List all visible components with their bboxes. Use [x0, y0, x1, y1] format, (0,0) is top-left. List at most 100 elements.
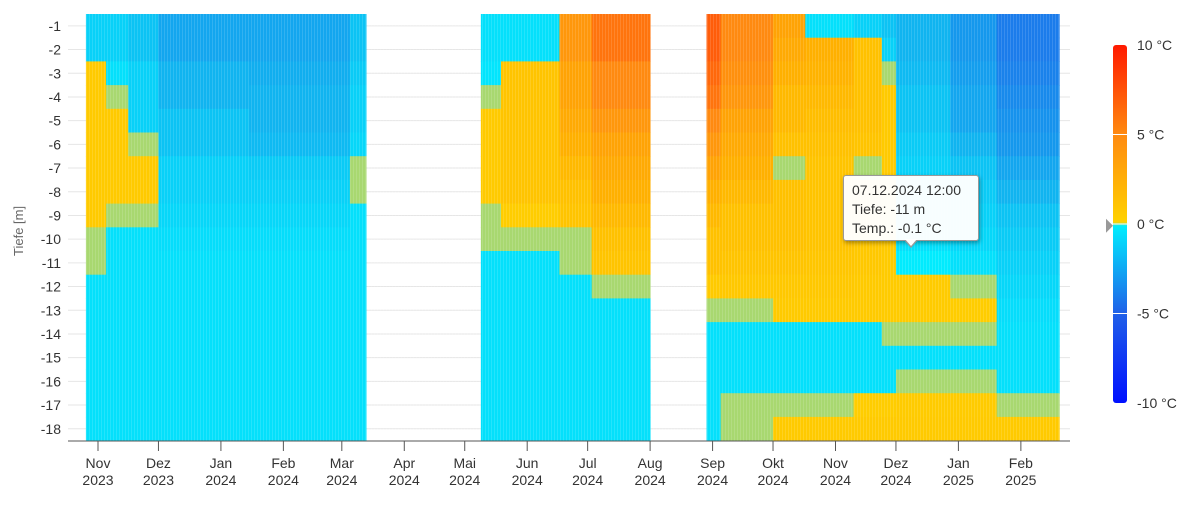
heatmap-cell[interactable]	[895, 61, 951, 86]
heatmap-cell[interactable]	[591, 14, 651, 39]
heatmap-cell[interactable]	[591, 393, 651, 418]
heatmap-cell[interactable]	[501, 251, 560, 276]
heatmap-cell[interactable]	[559, 85, 593, 110]
heatmap-cell[interactable]	[106, 416, 129, 442]
heatmap-cell[interactable]	[559, 132, 593, 157]
heatmap-cell[interactable]	[853, 345, 883, 370]
heatmap-cell[interactable]	[480, 156, 502, 181]
heatmap-cell[interactable]	[591, 179, 651, 205]
heatmap-cell[interactable]	[720, 345, 774, 370]
heatmap-cell[interactable]	[480, 85, 502, 110]
heatmap-cell[interactable]	[106, 203, 129, 228]
heatmap-cell[interactable]	[591, 274, 651, 299]
heatmap-cell[interactable]	[559, 322, 593, 347]
heatmap-cell[interactable]	[85, 132, 107, 157]
heatmap-cell[interactable]	[591, 132, 651, 157]
heatmap-cell[interactable]	[106, 179, 129, 205]
heatmap-cell[interactable]	[720, 132, 774, 157]
heatmap-cell[interactable]	[950, 61, 998, 86]
heatmap-cell[interactable]	[85, 227, 107, 252]
heatmap-cell[interactable]	[128, 37, 159, 62]
heatmap-cell[interactable]	[706, 85, 722, 110]
heatmap-cell[interactable]	[881, 37, 897, 62]
heatmap-cell[interactable]	[501, 416, 560, 442]
heatmap-cell[interactable]	[853, 14, 883, 39]
heatmap-cell[interactable]	[349, 274, 367, 299]
heatmap-cell[interactable]	[881, 251, 897, 276]
heatmap-cell[interactable]	[128, 322, 159, 347]
heatmap-cell[interactable]	[853, 85, 883, 110]
heatmap-cell[interactable]	[805, 416, 855, 442]
heatmap-cell[interactable]	[106, 274, 129, 299]
heatmap-cell[interactable]	[996, 393, 1060, 418]
heatmap-cell[interactable]	[950, 251, 998, 276]
heatmap-cell[interactable]	[805, 298, 855, 323]
heatmap-cell[interactable]	[773, 298, 806, 323]
heatmap-cell[interactable]	[349, 369, 367, 394]
heatmap-cell[interactable]	[773, 369, 806, 394]
heatmap-cell[interactable]	[720, 298, 774, 323]
heatmap-cell[interactable]	[249, 61, 351, 86]
heatmap-cell[interactable]	[128, 85, 159, 110]
heatmap-cell[interactable]	[853, 322, 883, 347]
heatmap-cell[interactable]	[950, 416, 998, 442]
heatmap-cell[interactable]	[805, 132, 855, 157]
heatmap-cell[interactable]	[950, 274, 998, 299]
heatmap-cell[interactable]	[881, 322, 897, 347]
heatmap-cell[interactable]	[853, 369, 883, 394]
heatmap-cell[interactable]	[349, 179, 367, 205]
heatmap-cell[interactable]	[480, 416, 502, 442]
heatmap-cell[interactable]	[158, 227, 250, 252]
heatmap-cell[interactable]	[773, 132, 806, 157]
heatmap-cell[interactable]	[773, 203, 806, 228]
heatmap-cell[interactable]	[720, 156, 774, 181]
heatmap-cell[interactable]	[706, 203, 722, 228]
heatmap-cell[interactable]	[249, 393, 351, 418]
heatmap-cell[interactable]	[706, 61, 722, 86]
heatmap-cell[interactable]	[559, 14, 593, 39]
heatmap-cell[interactable]	[996, 251, 1060, 276]
heatmap-cell[interactable]	[349, 61, 367, 86]
heatmap-cell[interactable]	[996, 132, 1060, 157]
heatmap-cell[interactable]	[591, 227, 651, 252]
heatmap-cell[interactable]	[501, 369, 560, 394]
heatmap-cell[interactable]	[158, 132, 250, 157]
heatmap-cell[interactable]	[996, 274, 1060, 299]
heatmap-cell[interactable]	[996, 179, 1060, 205]
heatmap-cell[interactable]	[996, 156, 1060, 181]
heatmap-cell[interactable]	[773, 156, 806, 181]
heatmap-cell[interactable]	[853, 61, 883, 86]
heatmap-cell[interactable]	[706, 322, 722, 347]
heatmap-cell[interactable]	[706, 156, 722, 181]
heatmap-cell[interactable]	[895, 85, 951, 110]
heatmap-cell[interactable]	[158, 108, 250, 133]
heatmap-cell[interactable]	[881, 345, 897, 370]
heatmap-cell[interactable]	[706, 37, 722, 62]
heatmap-cell[interactable]	[128, 251, 159, 276]
heatmap-cell[interactable]	[85, 274, 107, 299]
heatmap-cell[interactable]	[895, 369, 951, 394]
heatmap-cell[interactable]	[106, 61, 129, 86]
heatmap-cell[interactable]	[996, 61, 1060, 86]
heatmap-cell[interactable]	[950, 37, 998, 62]
heatmap-cell[interactable]	[85, 322, 107, 347]
heatmap-cell[interactable]	[106, 298, 129, 323]
heatmap-cell[interactable]	[853, 274, 883, 299]
heatmap-cell[interactable]	[128, 227, 159, 252]
heatmap-cell[interactable]	[720, 274, 774, 299]
heatmap-cell[interactable]	[480, 369, 502, 394]
heatmap-cell[interactable]	[249, 251, 351, 276]
heatmap-cell[interactable]	[996, 322, 1060, 347]
heatmap-cell[interactable]	[591, 61, 651, 86]
heatmap-cell[interactable]	[996, 227, 1060, 252]
heatmap-cell[interactable]	[480, 251, 502, 276]
heatmap-cell[interactable]	[881, 393, 897, 418]
heatmap-cell[interactable]	[559, 416, 593, 442]
heatmap-cell[interactable]	[881, 14, 897, 39]
heatmap-cell[interactable]	[706, 274, 722, 299]
heatmap-cell[interactable]	[158, 298, 250, 323]
heatmap-cell[interactable]	[501, 85, 560, 110]
heatmap-cell[interactable]	[805, 61, 855, 86]
heatmap-cell[interactable]	[249, 416, 351, 442]
heatmap-cell[interactable]	[501, 132, 560, 157]
